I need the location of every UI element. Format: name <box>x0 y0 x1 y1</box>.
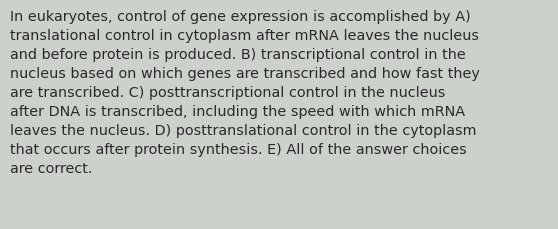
Text: In eukaryotes, control of gene expression is accomplished by A)
translational co: In eukaryotes, control of gene expressio… <box>10 10 480 175</box>
